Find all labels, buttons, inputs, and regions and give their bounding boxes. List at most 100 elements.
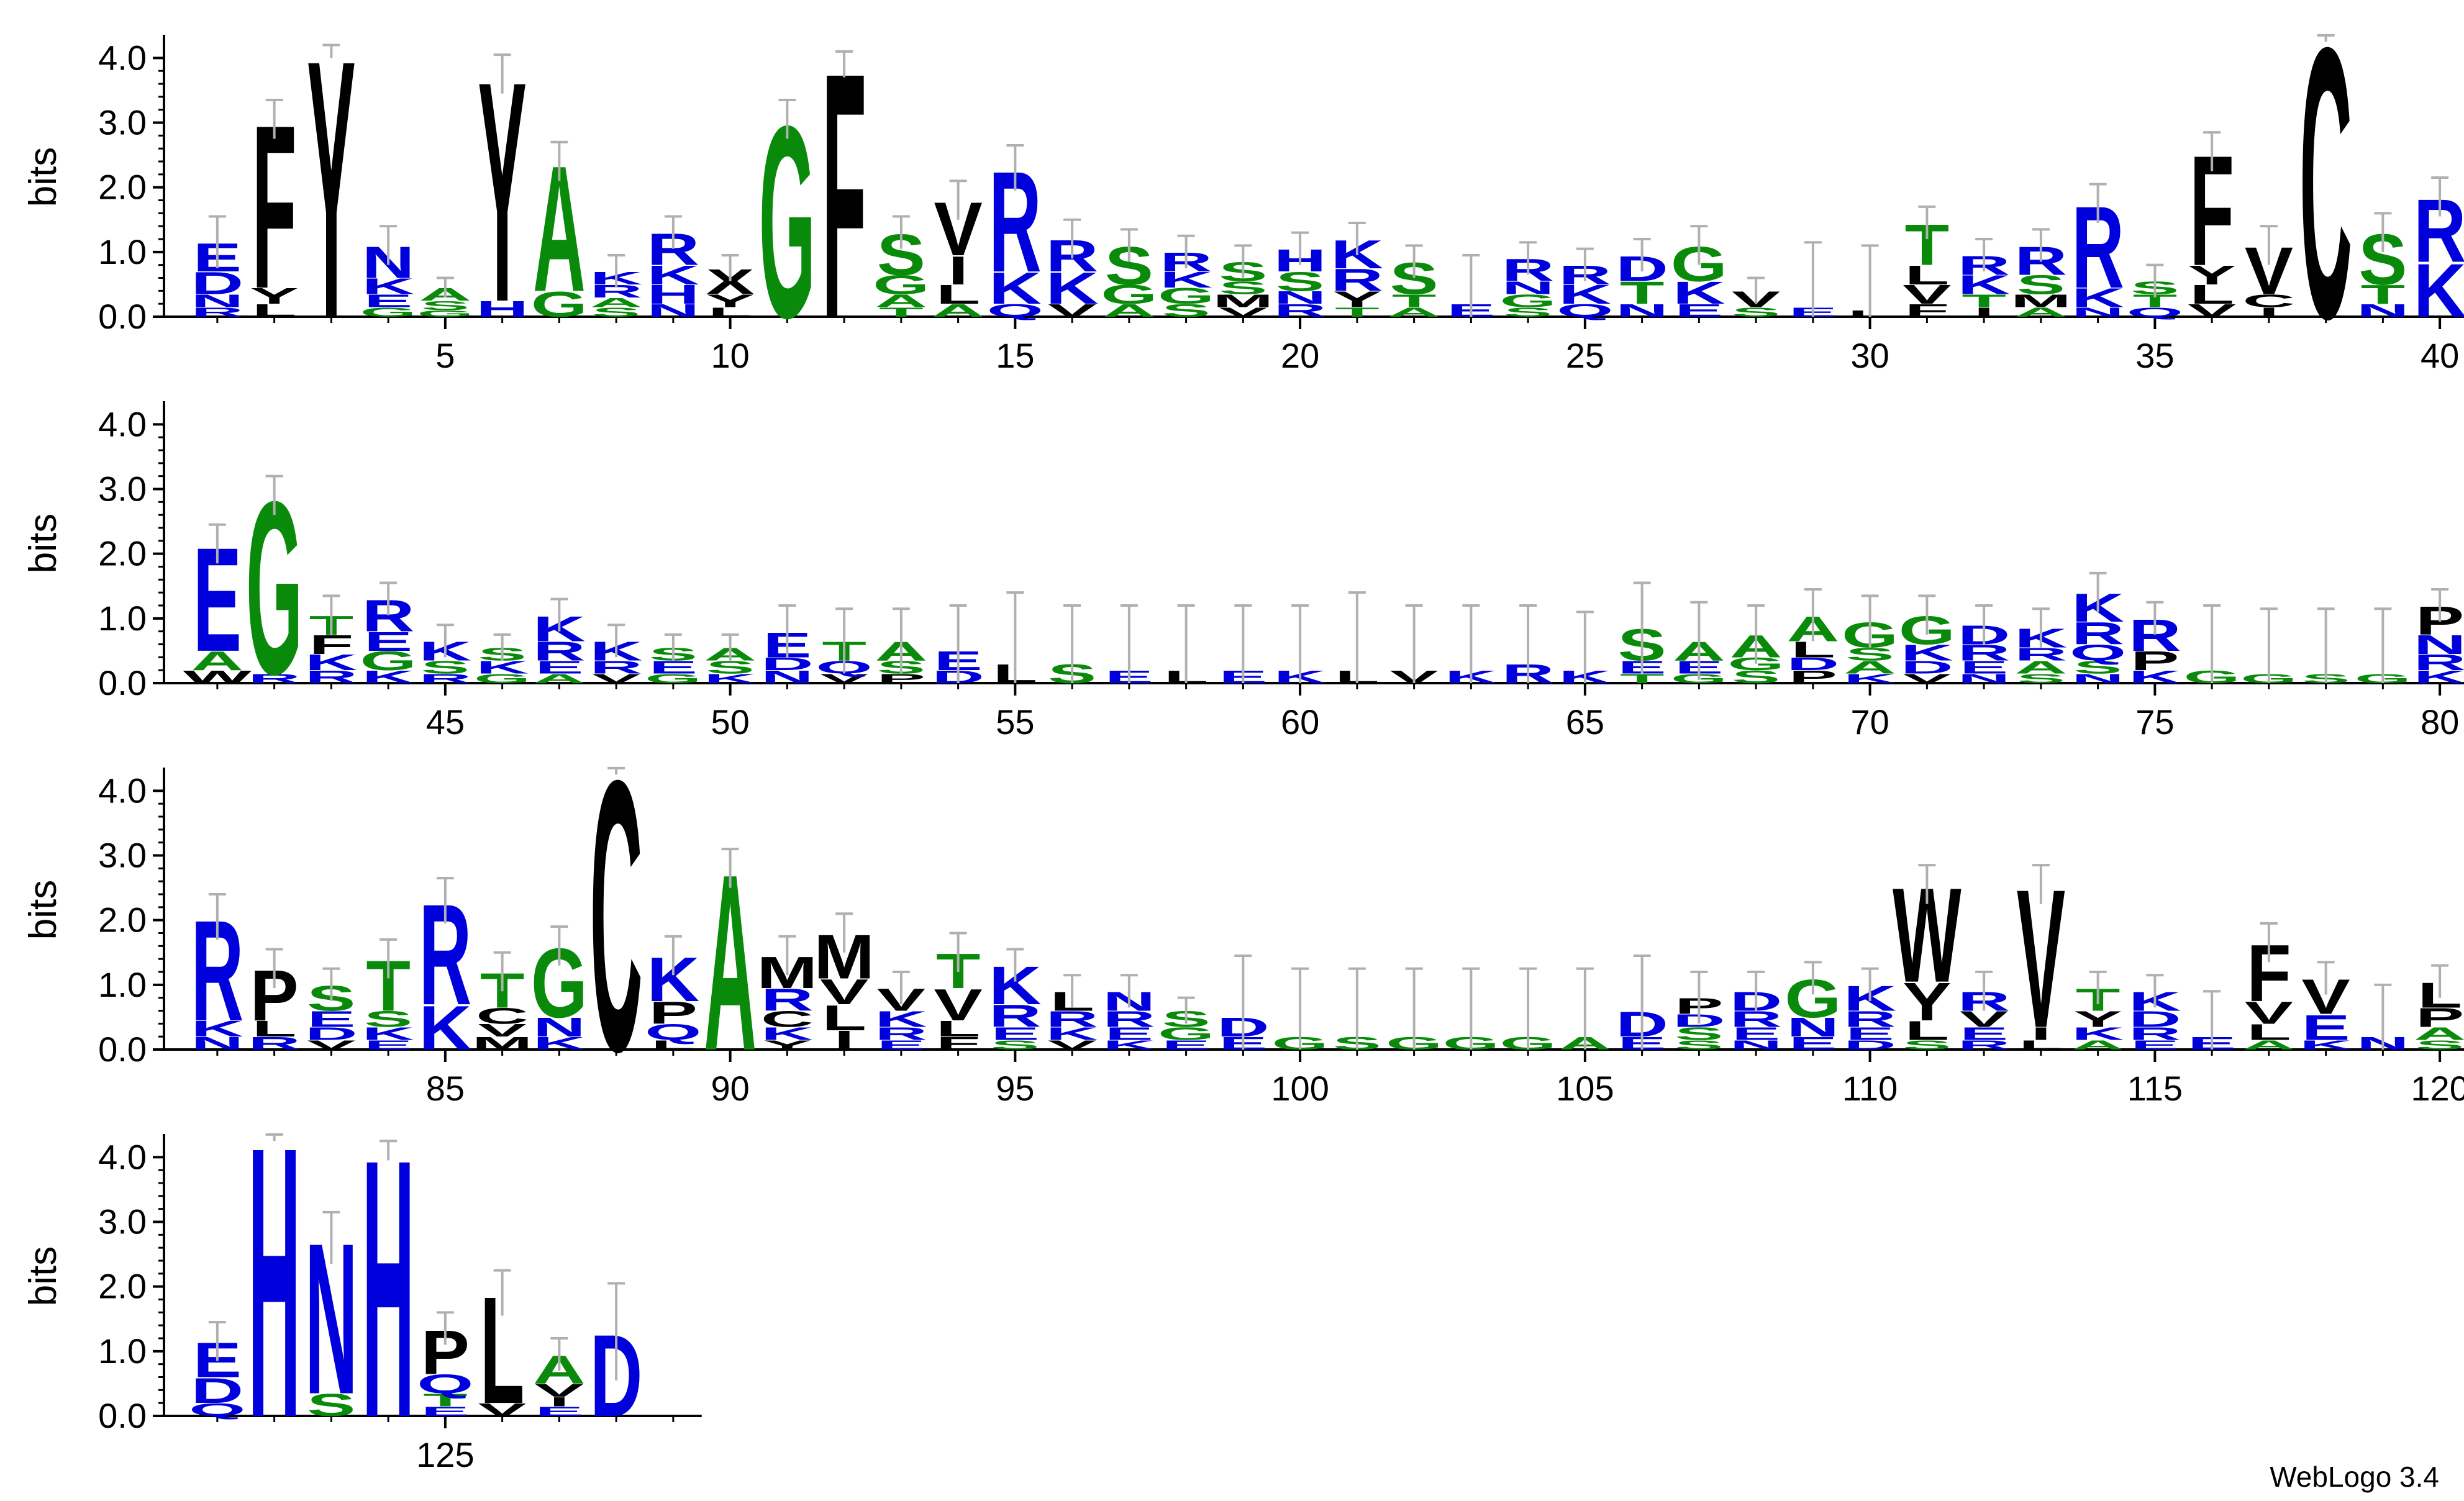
- logo-letter-V: V: [934, 980, 983, 1030]
- logo-letter-Q: Q: [1557, 301, 1613, 320]
- logo-letter-K: K: [1046, 263, 1099, 314]
- x-tick-label: 40: [2421, 336, 2459, 375]
- logo-letter-D: D: [1843, 1037, 1896, 1052]
- logo-letter-S: S: [307, 1388, 355, 1423]
- logo-letter-D: D: [191, 1371, 244, 1411]
- logo-letter-T: T: [423, 1390, 468, 1410]
- logo-letter-N: N: [2071, 671, 2124, 686]
- logo-column-118: KEV: [2299, 961, 2352, 1053]
- logo-letter-T: T: [1962, 291, 2006, 311]
- logo-column-45: RSK: [419, 624, 471, 686]
- logo-letter-R: R: [2414, 650, 2464, 675]
- logo-letter-S: S: [991, 1037, 1039, 1052]
- logo-letter-E: E: [364, 1037, 412, 1052]
- logo-letter-I: I: [834, 1025, 855, 1056]
- logo-letter-S: S: [1846, 645, 1894, 664]
- logo-letter-K: K: [1559, 279, 1612, 310]
- logo-column-22: ATS: [1388, 244, 1440, 320]
- logo-letter-R: R: [248, 671, 301, 686]
- logo-column-101: S: [1333, 967, 1381, 1053]
- logo-letter-V: V: [1903, 279, 1951, 310]
- logo-column-63: K: [1445, 604, 1498, 687]
- logo-letter-S: S: [706, 658, 755, 678]
- logo-letter-V: V: [1219, 304, 1267, 319]
- logo-letter-H: H: [248, 1066, 301, 1498]
- logo-letter-R: R: [2129, 1024, 2181, 1044]
- logo-letter-R: R: [761, 982, 814, 1018]
- logo-letter-N: N: [1958, 671, 2011, 686]
- logo-letter-S: S: [1219, 278, 1267, 298]
- logo-letter-P: P: [877, 671, 925, 686]
- logo-letter-R: R: [1730, 1007, 1783, 1032]
- logo-letter-Q: Q: [2070, 640, 2126, 665]
- logo-letter-E: E: [1846, 1024, 1894, 1044]
- logo-letter-V: V: [2245, 995, 2293, 1031]
- x-tick-label: 30: [1850, 336, 1889, 375]
- logo-letter-E: E: [1960, 658, 2008, 678]
- logo-letter-K: K: [704, 671, 757, 686]
- logo-letter-S: S: [1732, 304, 1780, 319]
- logo-column-3: Y: [307, 0, 355, 395]
- logo-letter-S: S: [2416, 1037, 2464, 1052]
- logo-letter-S: S: [1675, 1037, 1723, 1052]
- logo-column-10: LYX: [706, 254, 755, 320]
- logo-column-123: SN: [305, 1198, 358, 1440]
- logo-column-57: E: [1105, 604, 1153, 687]
- logo-letter-E: E: [649, 658, 698, 678]
- logo-column-66: TES: [1618, 581, 1666, 686]
- logo-column-34: NKR: [2071, 183, 2124, 320]
- logo-letter-S: S: [421, 658, 470, 678]
- logo-letter-G: G: [474, 671, 530, 686]
- logo-letter-E: E: [307, 1007, 355, 1032]
- logo-letter-K: K: [1046, 1024, 1099, 1044]
- logo-letter-S: S: [1276, 266, 1324, 297]
- logo-column-82: RLP: [248, 948, 301, 1053]
- logo-letter-N: N: [2414, 630, 2464, 660]
- logo-letter-L: L: [936, 1017, 981, 1041]
- logo-column-116: E: [2188, 990, 2236, 1053]
- logo-letter-Q: Q: [417, 1369, 473, 1399]
- logo-letter-N: N: [1502, 278, 1555, 298]
- x-tick-label: 105: [1556, 1069, 1614, 1108]
- logo-letter-R: R: [1046, 1007, 1099, 1032]
- logo-column-56: S: [1048, 604, 1096, 689]
- logo-letter-E: E: [421, 1404, 470, 1418]
- logo-letter-N: N: [1787, 1012, 1840, 1043]
- x-tick-label: 35: [2135, 336, 2174, 375]
- logo-letter-E: E: [1675, 301, 1723, 320]
- logo-column-51: NDE: [761, 604, 814, 687]
- logo-letter-R: R: [2015, 645, 2068, 664]
- logo-letter-P: P: [2130, 646, 2179, 676]
- y-tick-label: 3.0: [98, 103, 147, 142]
- y-tick-label: 3.0: [98, 1202, 147, 1241]
- logo-column-109: ENG: [1784, 961, 1841, 1053]
- logo-column-90: A: [704, 823, 757, 1104]
- logo-letter-C: C: [476, 1004, 529, 1028]
- logo-letter-E: E: [2302, 1007, 2350, 1048]
- logo-letter-C: C: [2299, 0, 2352, 399]
- logo-letter-D: D: [761, 654, 814, 674]
- logo-letter-Y: Y: [2074, 1007, 2122, 1032]
- y-tick-label: 1.0: [98, 1331, 147, 1371]
- logo-letter-S: S: [1903, 1037, 1951, 1052]
- logo-letter-N: N: [761, 667, 814, 687]
- logo-letter-E: E: [364, 627, 412, 657]
- logo-letter-R: R: [1103, 1007, 1156, 1032]
- logo-column-128: D: [590, 1282, 642, 1441]
- logo-letter-V: V: [1048, 301, 1096, 320]
